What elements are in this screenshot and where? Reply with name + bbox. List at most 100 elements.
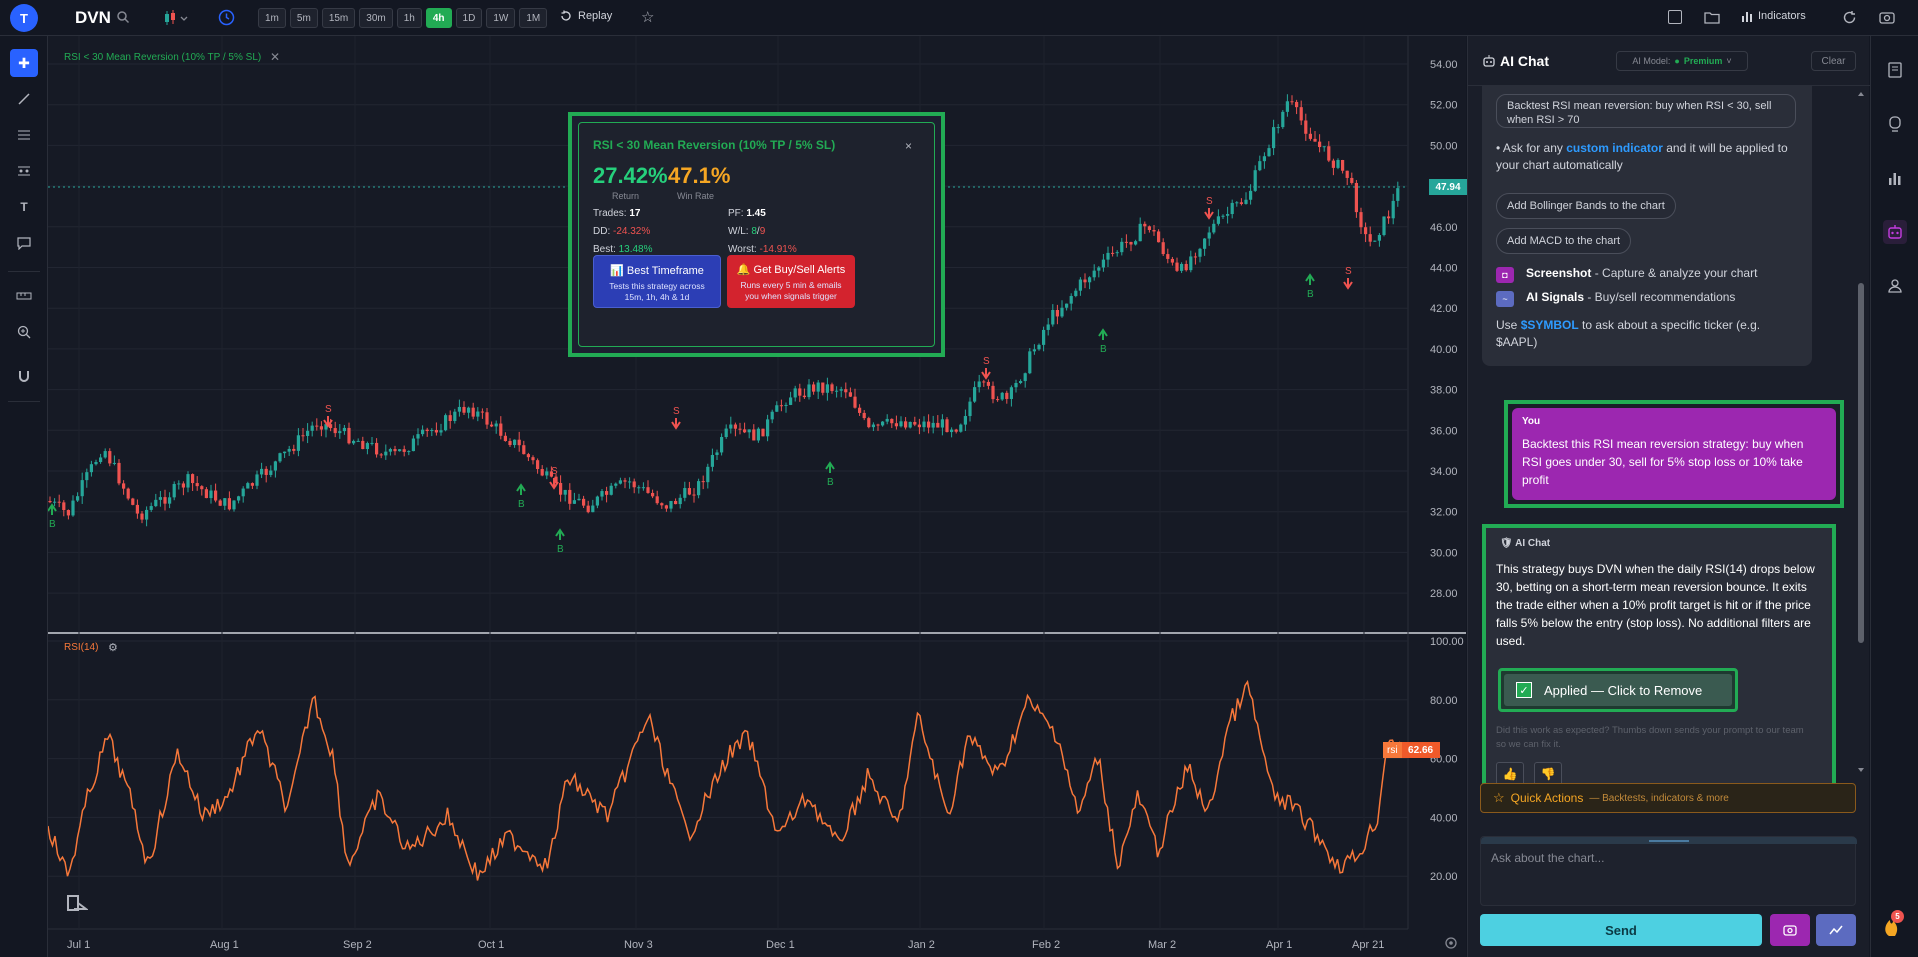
candle-body <box>135 504 139 514</box>
candle-body <box>697 481 701 496</box>
candle-body <box>678 497 682 505</box>
timeframe-1m[interactable]: 1m <box>258 8 286 28</box>
notes-icon[interactable] <box>1883 58 1907 82</box>
candle-body <box>356 440 360 442</box>
candle-body <box>283 451 287 454</box>
chat-input[interactable] <box>1491 851 1841 899</box>
square-icon[interactable] <box>1668 10 1682 24</box>
search-icon[interactable] <box>116 10 130 24</box>
send-button[interactable]: Send <box>1480 914 1762 946</box>
timeframe-1w[interactable]: 1W <box>486 8 516 28</box>
stat-profit-factor: PF: 1.45 <box>728 208 766 219</box>
indicators-button[interactable]: Indicators <box>1741 10 1806 22</box>
screenshot-button[interactable] <box>1770 914 1810 946</box>
get-alerts-button[interactable]: 🔔 Get Buy/Sell Alerts Runs every 5 min &… <box>727 255 855 308</box>
settings-icon[interactable] <box>1444 936 1458 950</box>
replay-label: Replay <box>578 10 613 22</box>
chat-scrollbar[interactable] <box>1856 88 1866 778</box>
timeframe-15m[interactable]: 15m <box>321 8 356 28</box>
candle-body <box>53 501 57 503</box>
user-avatar[interactable]: T <box>10 4 38 32</box>
bollinger-chip[interactable]: Add Bollinger Bands to the chart <box>1496 193 1676 219</box>
candle-body <box>632 481 636 488</box>
candle-body <box>812 384 816 392</box>
symbol-name[interactable]: DVN <box>75 8 111 27</box>
horizontal-lines-icon[interactable] <box>10 121 38 149</box>
candle-body <box>103 451 107 458</box>
example-prompt[interactable]: Backtest RSI mean reversion: buy when RS… <box>1496 94 1796 128</box>
candle-body <box>453 411 457 422</box>
crosshair-icon[interactable]: ✚ <box>10 49 38 77</box>
candle-body <box>715 452 719 455</box>
macd-chip[interactable]: Add MACD to the chart <box>1496 228 1632 254</box>
candle-body <box>76 496 80 501</box>
candle-body <box>168 497 172 504</box>
user-message: You Backtest this RSI mean reversion str… <box>1512 408 1836 500</box>
timeframe-1mo[interactable]: 1M <box>519 8 548 28</box>
gear-icon[interactable]: ⚙ <box>108 642 118 654</box>
candle-body <box>559 482 563 495</box>
alert-icon[interactable] <box>1883 112 1907 136</box>
bar-chart-icon[interactable] <box>1883 166 1907 190</box>
magnet-icon[interactable] <box>10 362 38 390</box>
candle-body <box>1216 216 1220 224</box>
candle-body <box>1060 307 1064 317</box>
candle-body <box>1046 324 1050 330</box>
chart-area[interactable]: 54.0052.0050.0048.0046.0044.0042.0040.00… <box>48 36 1467 957</box>
folder-icon[interactable] <box>1704 10 1720 24</box>
refresh-icon[interactable] <box>1842 10 1857 25</box>
candle-body <box>784 404 788 406</box>
timeframe-4h[interactable]: 4h <box>425 8 452 28</box>
applied-remove-button[interactable]: ✓ Applied — Click to Remove <box>1504 674 1732 706</box>
text-icon[interactable]: T <box>20 200 28 214</box>
zoom-in-icon[interactable] <box>10 318 38 346</box>
close-icon[interactable]: ✕ <box>270 50 281 64</box>
return-value: 27.42% <box>593 163 668 188</box>
signals-button[interactable] <box>1816 914 1856 946</box>
candle-body <box>398 449 402 452</box>
ai-model-select[interactable]: AI Model: ● Premium ˅ <box>1616 51 1748 71</box>
timeframe-30m[interactable]: 30m <box>359 8 393 28</box>
timeframe-1d[interactable]: 1D <box>455 8 483 28</box>
resize-handle[interactable] <box>1481 837 1857 844</box>
clock-icon[interactable] <box>218 9 235 26</box>
trendline-icon[interactable] <box>10 85 38 113</box>
camera-icon[interactable] <box>1879 10 1895 24</box>
robot-icon[interactable] <box>1883 220 1907 244</box>
candle-body <box>517 439 521 446</box>
comment-icon[interactable] <box>10 229 38 257</box>
candle-body <box>1249 190 1253 200</box>
candle-body <box>683 488 687 498</box>
replay-button[interactable]: Replay <box>560 10 612 22</box>
camera-icon <box>1783 925 1797 936</box>
close-icon[interactable]: × <box>905 139 913 153</box>
candle-body <box>269 470 273 475</box>
candle-body <box>1299 107 1303 121</box>
rewards-badge[interactable]: 5 <box>1881 910 1905 938</box>
fib-icon[interactable] <box>10 157 38 185</box>
candle-body <box>766 419 770 437</box>
timeframe-1h[interactable]: 1h <box>396 8 422 28</box>
fire-icon <box>1885 920 1898 936</box>
ai-chat-header: AI Chat AI Model: ● Premium ˅ Clear <box>1468 36 1870 86</box>
signals-icon: ~ <box>1496 291 1514 307</box>
candle-body <box>1373 240 1377 242</box>
candle-body <box>1258 161 1262 171</box>
community-icon[interactable] <box>1883 274 1907 298</box>
clear-button[interactable]: Clear <box>1811 51 1856 71</box>
candle-body <box>209 490 213 499</box>
candle-body <box>1189 256 1193 271</box>
candle-body <box>641 487 645 489</box>
candle-body <box>1019 381 1023 383</box>
candle-body <box>1377 235 1381 241</box>
candle-body <box>669 500 673 509</box>
ruler-icon[interactable] <box>10 282 38 310</box>
candlestick-icon[interactable] <box>163 9 191 27</box>
quick-actions-button[interactable]: ☆ Quick Actions — Backtests, indicators … <box>1480 783 1856 813</box>
drawing-toolbar: ✚ T <box>0 36 48 957</box>
candle-body <box>1193 256 1197 258</box>
best-timeframe-button[interactable]: 📊 Best Timeframe Tests this strategy acr… <box>593 255 721 308</box>
star-icon[interactable]: ☆ <box>641 9 655 26</box>
candle-body <box>1051 309 1055 325</box>
timeframe-5m[interactable]: 5m <box>289 8 318 28</box>
